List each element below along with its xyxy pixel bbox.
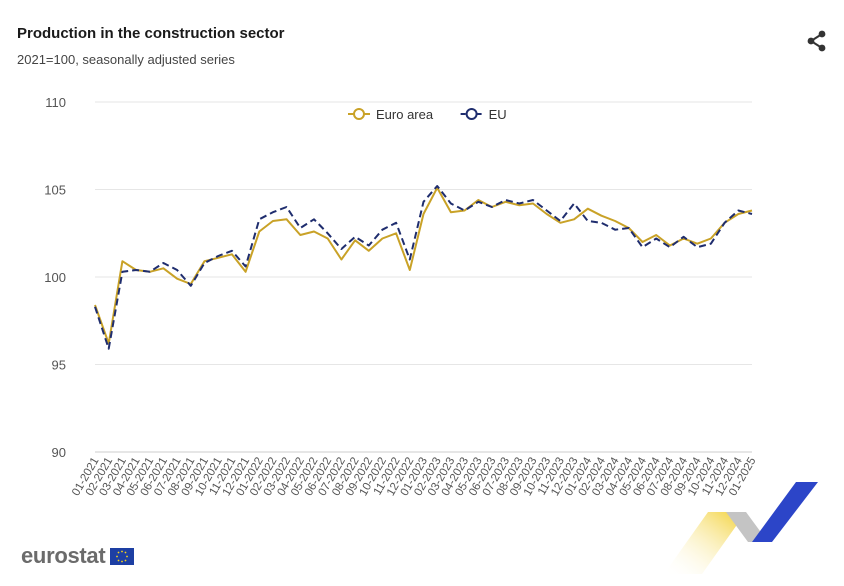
legend-item: Euro area bbox=[348, 107, 434, 122]
chart-subtitle: 2021=100, seasonally adjusted series bbox=[17, 52, 235, 67]
y-tick-label: 100 bbox=[44, 270, 66, 285]
series-line-eu bbox=[94, 185, 753, 350]
legend-item: EU bbox=[460, 107, 507, 122]
y-tick-label: 90 bbox=[52, 445, 66, 460]
share-icon[interactable] bbox=[804, 28, 830, 54]
legend-marker bbox=[465, 108, 478, 120]
y-tick-label: 95 bbox=[52, 358, 66, 373]
series-line-euro-area bbox=[94, 186, 753, 345]
legend-marker bbox=[353, 108, 365, 120]
y-tick-label: 105 bbox=[44, 183, 66, 198]
eu-flag-icon bbox=[110, 547, 135, 565]
logo-text: eurostat bbox=[21, 543, 106, 568]
legend-label: EU bbox=[489, 107, 507, 122]
legend-label: Euro area bbox=[376, 107, 434, 122]
y-tick-label: 110 bbox=[45, 95, 66, 110]
chart-title: Production in the construction sector bbox=[17, 25, 285, 42]
eurostat-logo: eurostat bbox=[21, 543, 135, 569]
decorative-ribbon bbox=[664, 482, 818, 574]
